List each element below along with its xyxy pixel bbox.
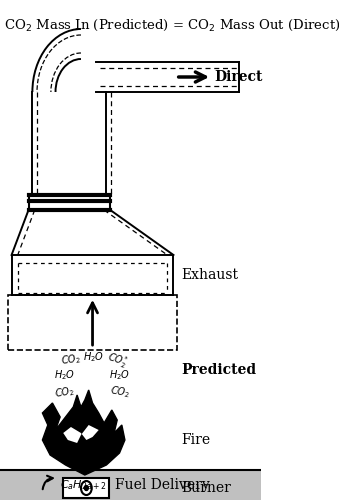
Bar [63,478,109,498]
Text: Direct: Direct [214,70,263,84]
Text: $CO_2$: $CO_2$ [60,352,82,368]
Circle shape [84,486,88,490]
Text: Fire: Fire [181,433,210,447]
Text: $CO_2$: $CO_2$ [109,384,132,400]
Bar [8,295,177,350]
Text: Fuel Delivery: Fuel Delivery [115,478,209,492]
Text: $H_2O$: $H_2O$ [54,368,76,382]
Text: $C_aH_{2a+2}$: $C_aH_{2a+2}$ [60,478,107,492]
Text: $H_2O$: $H_2O$ [83,350,105,364]
Text: Exhaust: Exhaust [181,268,238,282]
Text: CO$_2$ Mass In (Predicted) = CO$_2$ Mass Out (Direct): CO$_2$ Mass In (Predicted) = CO$_2$ Mass… [4,18,339,33]
Bar [0,470,261,500]
Polygon shape [63,425,99,443]
Text: Predicted: Predicted [181,363,256,377]
Text: Burner: Burner [181,481,231,495]
Text: $\mathit{CO_2^{*}}$: $\mathit{CO_2^{*}}$ [105,349,129,371]
Text: $CO_2$: $CO_2$ [54,384,76,400]
Polygon shape [42,390,125,475]
Text: $H_2O$: $H_2O$ [109,368,131,382]
